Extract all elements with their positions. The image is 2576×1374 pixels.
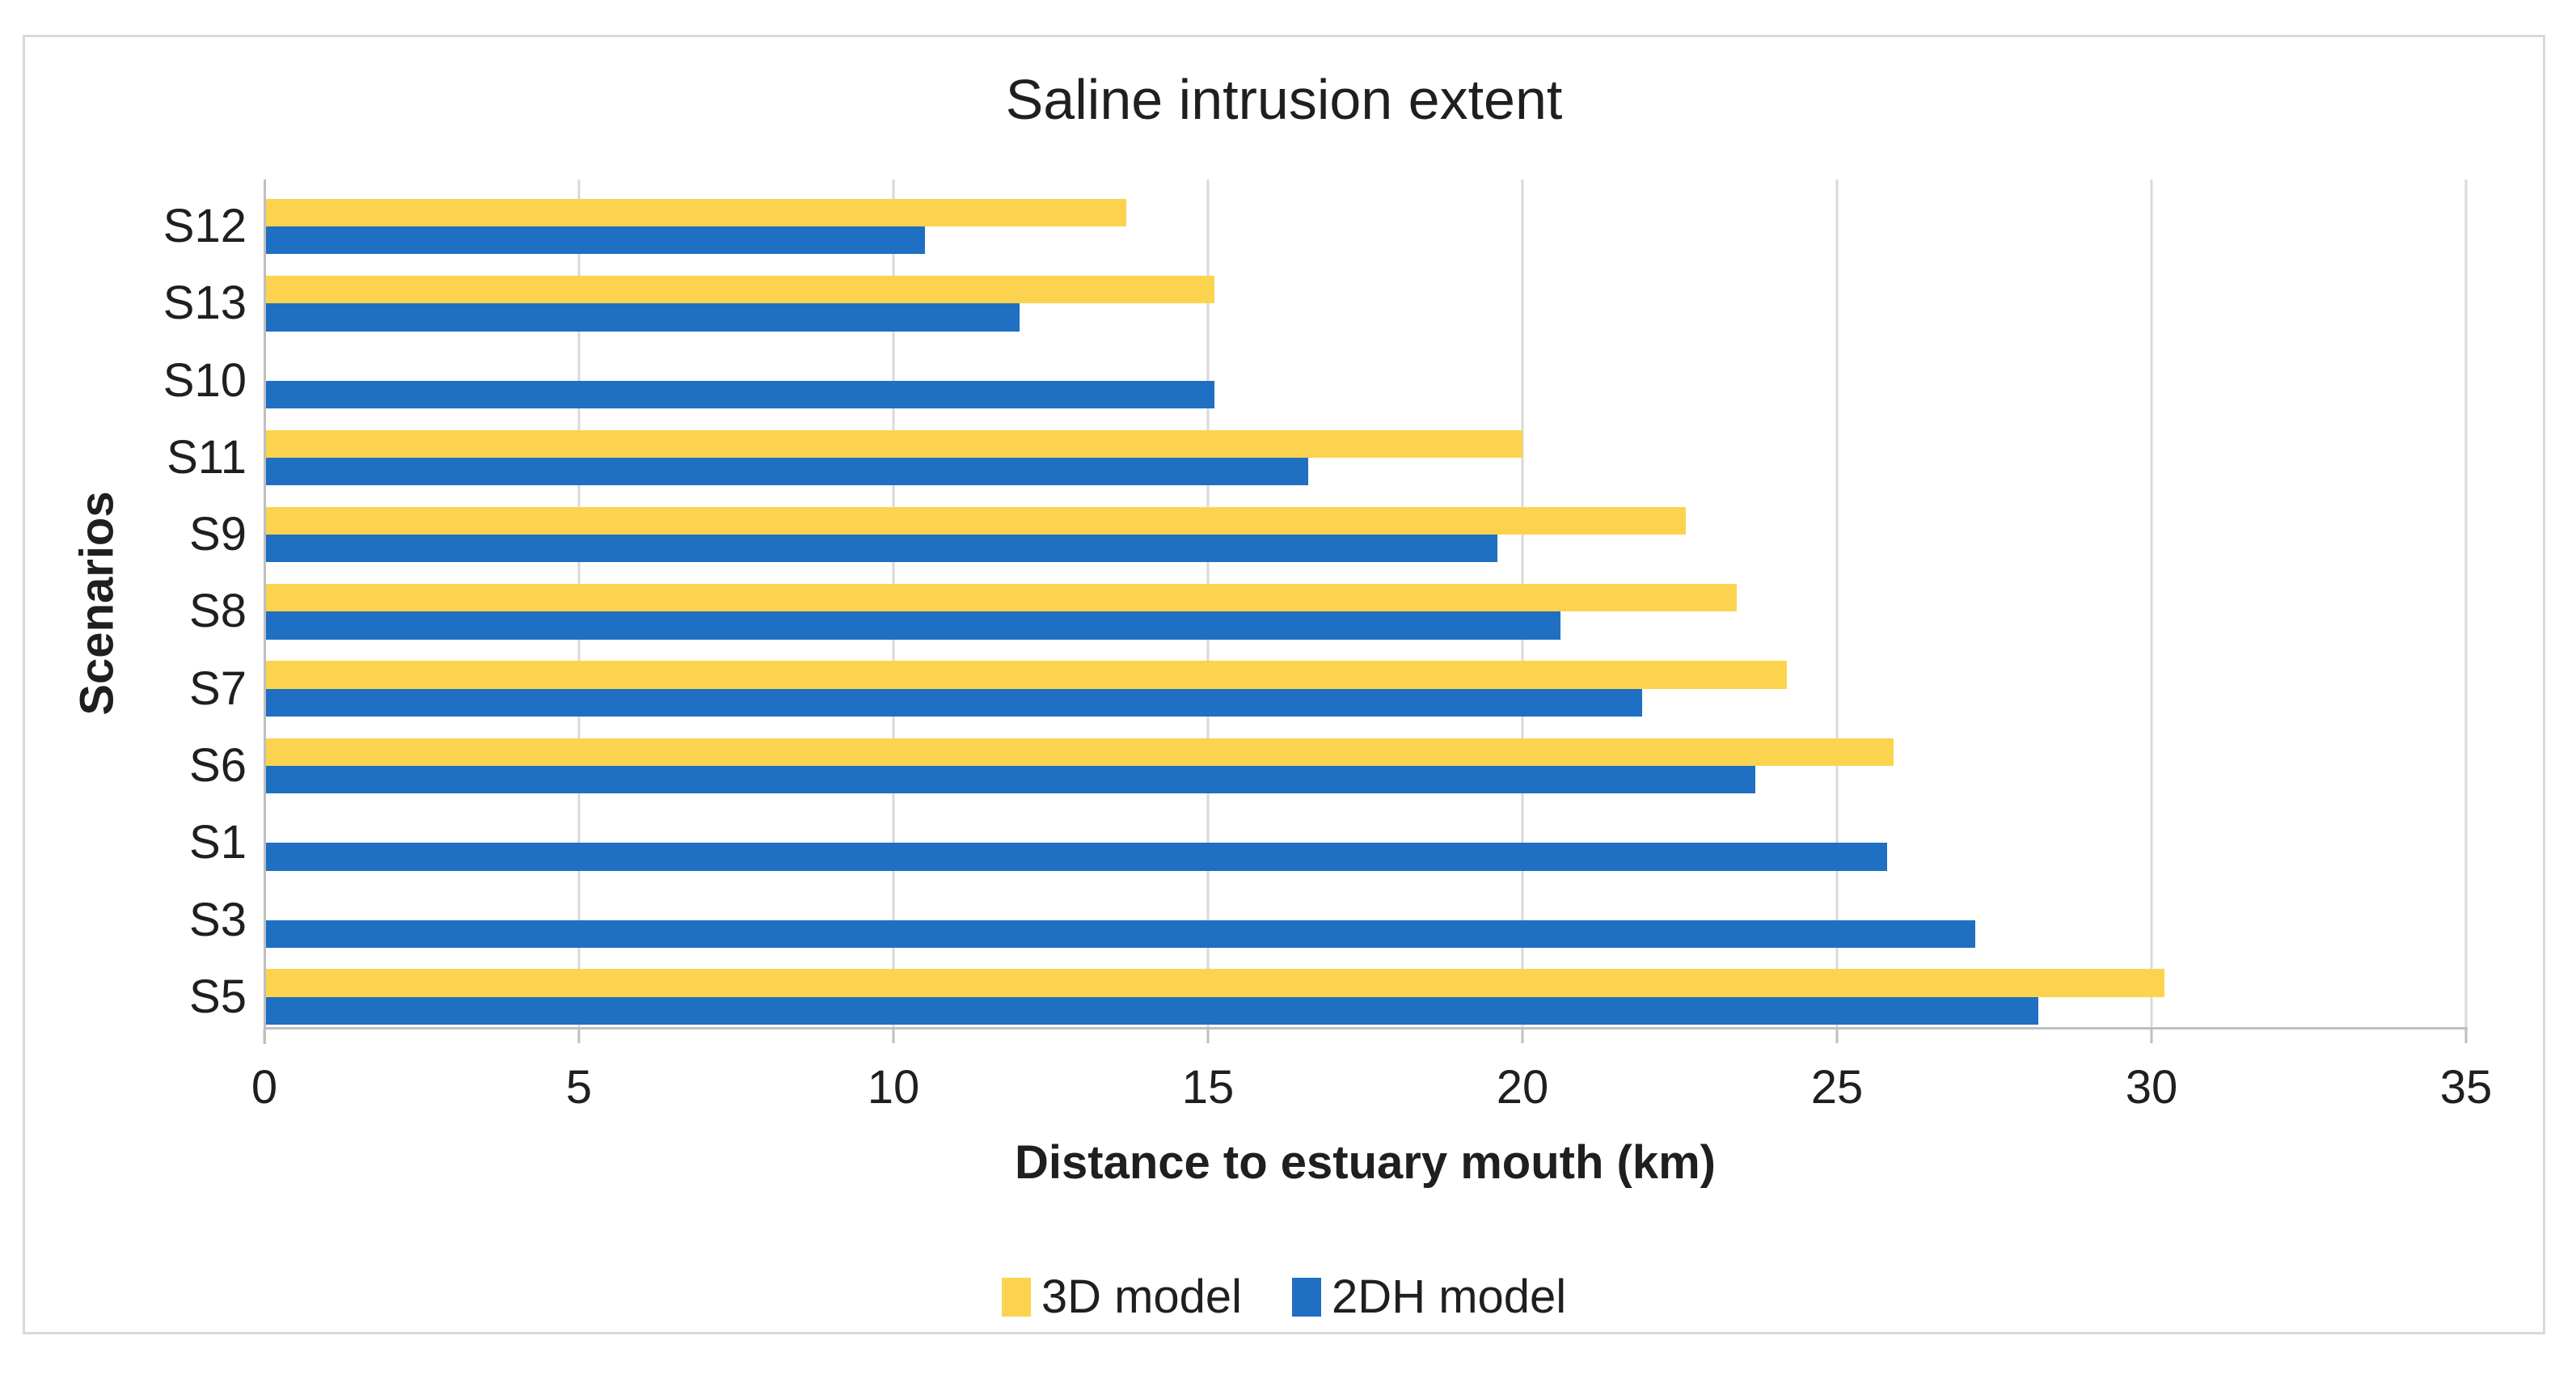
bar-2dh-model-s7 [264,688,1642,717]
bar-3d-model-s13 [264,276,1214,304]
legend: 3D model 2DH model [23,1268,2545,1326]
bar-3d-model-s9 [264,506,1687,535]
category-row-s1 [264,796,2466,873]
x-tick-label-20: 20 [1496,1061,1549,1114]
bar-2dh-model-s3 [264,920,1976,948]
x-tick-label-15: 15 [1181,1061,1235,1114]
category-row-s7 [264,642,2466,719]
gridline-35 [2464,180,2468,1027]
x-axis-title: Distance to estuary mouth (km) [1015,1136,1716,1189]
bar-2dh-model-s6 [264,765,1755,794]
y-axis-line [264,180,266,1044]
y-label-s9: S9 [189,508,247,561]
legend-label-2dh-model: 2DH model [1332,1270,1567,1323]
y-label-s5: S5 [189,970,247,1023]
category-row-s8 [264,564,2466,641]
bar-2dh-model-s12 [264,226,925,255]
y-axis-labels: S12 S13 S10 S11 S9 S8 S7 S6 S1 S3 S5 [40,180,247,1027]
x-tick-30 [2150,1029,2153,1043]
y-label-s8: S8 [189,585,247,638]
y-label-s10: S10 [163,353,247,407]
gridline-25 [1835,180,1839,1027]
x-tick-20 [1521,1029,1524,1043]
x-axis-ticks [263,1029,2468,1043]
chart-title: Saline intrusion extent [1005,68,1563,131]
bar-3d-model-s8 [264,584,1737,612]
x-tick-label-35: 35 [2439,1061,2493,1114]
x-tick-label-25: 25 [1810,1061,1864,1114]
x-tick-0 [263,1029,266,1043]
x-tick-25 [1835,1029,1839,1043]
category-row-s10 [264,334,2466,411]
y-label-s3: S3 [189,893,247,946]
category-row-s3 [264,873,2466,949]
x-tick-15 [1206,1029,1210,1043]
x-tick-label-5: 5 [565,1061,593,1114]
legend-swatch-2dh-model [1292,1278,1322,1317]
plot-area [264,180,2468,1027]
y-label-s6: S6 [189,739,247,793]
y-label-s7: S7 [189,662,247,715]
category-row-s6 [264,719,2466,796]
category-row-s5 [264,950,2466,1027]
x-axis-tick-labels: 0 5 10 15 20 25 30 35 [251,1061,2492,1114]
x-tick-label-30: 30 [2125,1061,2178,1114]
y-label-s12: S12 [163,200,247,253]
bar-3d-model-s12 [264,198,1126,227]
legend-item-3d-model: 3D model [1001,1270,1243,1323]
bar-2dh-model-s5 [264,996,2038,1025]
y-label-s1: S1 [189,816,247,869]
legend-label-3d-model: 3D model [1041,1270,1243,1323]
category-row-s9 [264,488,2466,564]
category-row-s11 [264,411,2466,488]
bar-3d-model-s5 [264,969,2164,997]
bar-2dh-model-s11 [264,457,1309,486]
bar-3d-model-s11 [264,429,1522,458]
x-tick-label-10: 10 [867,1061,920,1114]
x-tick-35 [2464,1029,2468,1043]
x-tick-10 [892,1029,895,1043]
category-row-s13 [264,256,2466,333]
bar-3d-model-s6 [264,738,1894,766]
bar-2dh-model-s8 [264,611,1560,640]
legend-swatch-3d-model [1001,1278,1031,1317]
bar-3d-model-s7 [264,661,1787,689]
legend-item-2dh-model: 2DH model [1292,1272,1566,1322]
y-label-s13: S13 [163,277,247,330]
category-row-s12 [264,180,2466,256]
x-tick-label-0: 0 [251,1061,278,1114]
bar-2dh-model-s13 [264,303,1020,332]
bars-layer [264,180,2466,1027]
bar-2dh-model-s1 [264,843,1888,871]
gridline-30 [2150,180,2153,1027]
bar-2dh-model-s9 [264,535,1497,563]
x-axis-line [264,1027,2468,1029]
x-tick-5 [577,1029,581,1043]
bar-2dh-model-s10 [264,380,1214,408]
y-label-s11: S11 [167,430,247,484]
